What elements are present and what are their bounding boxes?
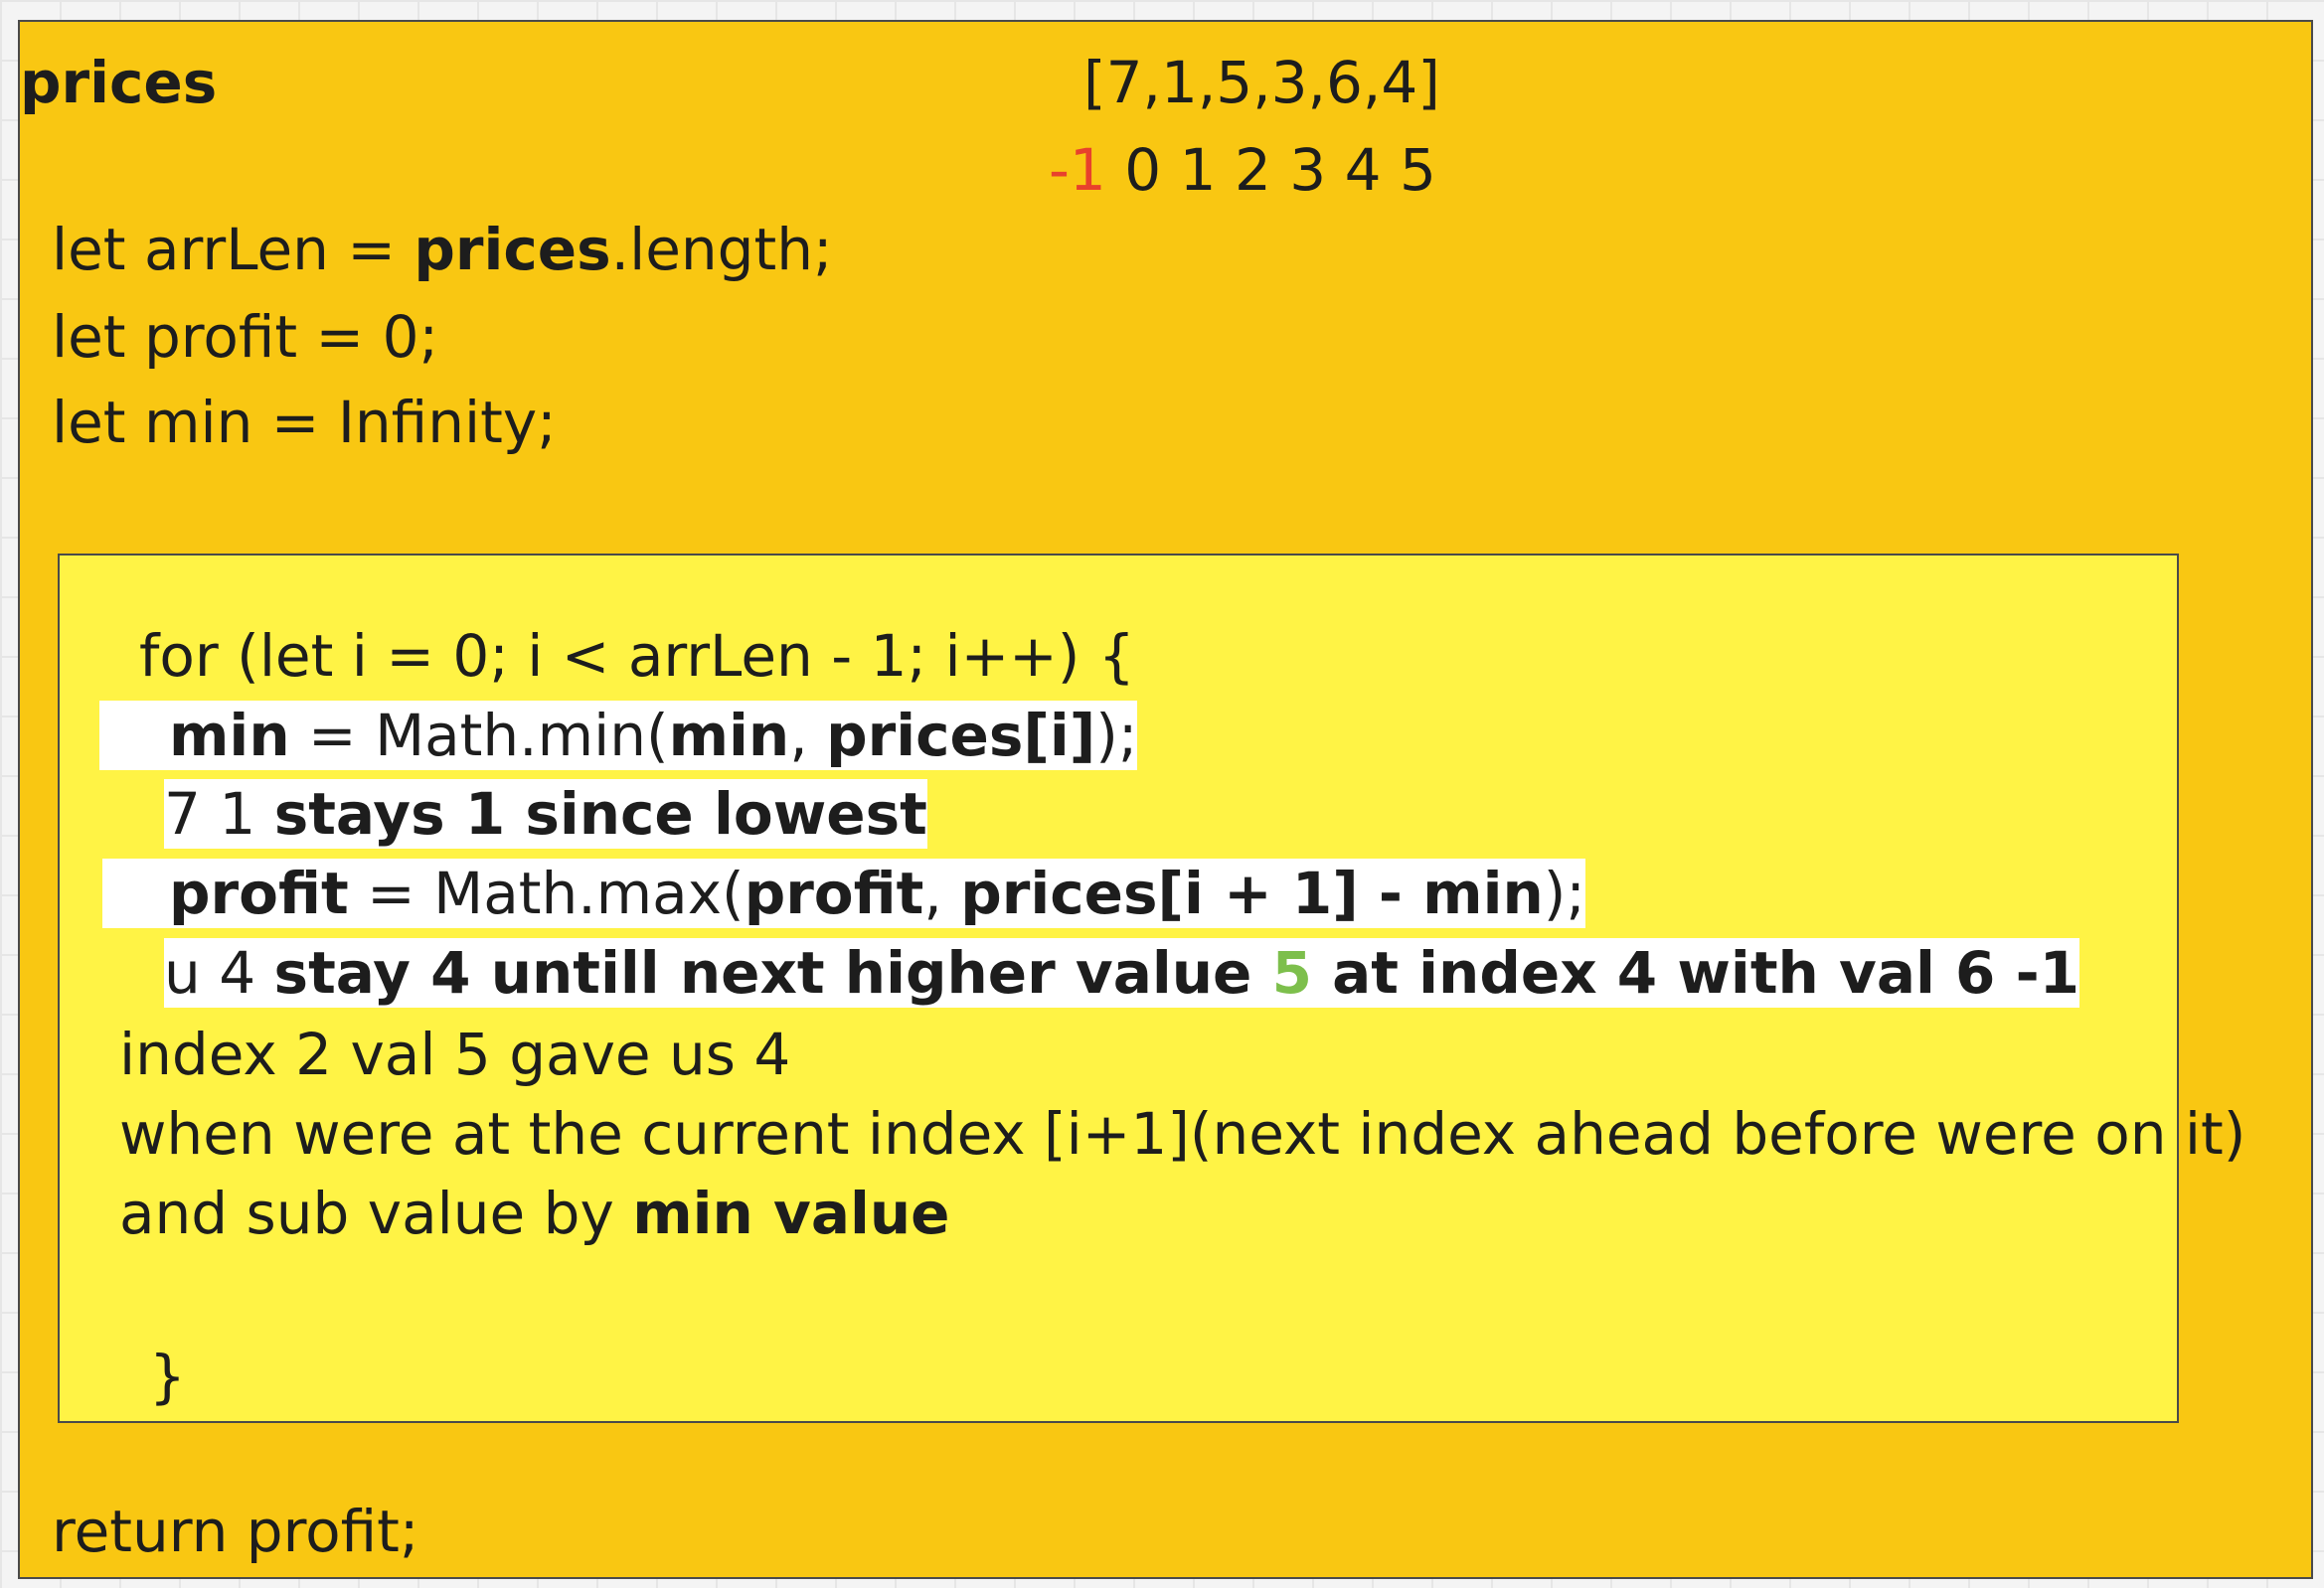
inner-sticky-note-loop[interactable]: for (let i = 0; i < arrLen - 1; i++) { m… (58, 554, 2245, 1423)
prices-array: [7,1,5,3,6,4] (1083, 49, 1440, 116)
profit-note-text: stay 4 untill next higher value (273, 939, 1272, 1007)
loop-closing-brace: } (149, 1343, 186, 1410)
profit-note-values: u 4 (164, 939, 274, 1007)
comment-line-2: when were at the current index [i+1](nex… (119, 1100, 2246, 1168)
index-values: 0 1 2 3 4 5 (1105, 136, 1436, 204)
index-negative-one: -1 (1049, 136, 1106, 204)
comment-line-3-bold: min value (632, 1180, 950, 1247)
min-note-values: 7 1 (164, 780, 274, 848)
profit-arg: profit (744, 860, 924, 927)
prices-next-minus-min-arg: prices[i + 1] - min (960, 860, 1544, 927)
return-statement: return profit; (52, 1498, 419, 1565)
loop-header: for (let i = 0; i < arrLen - 1; i++) { (139, 622, 1135, 690)
profit-declaration: let profit = 0; (52, 303, 439, 371)
comment-line-3: and sub value by min value (119, 1185, 950, 1242)
arrlen-declaration-prices: prices (414, 216, 611, 283)
prices-label: prices (20, 49, 218, 116)
arrlen-declaration: let arrLen = prices.length; (52, 221, 833, 278)
comment-line-3-start: and sub value by (119, 1180, 633, 1247)
min-note-text: stays 1 since lowest (273, 780, 927, 848)
close-paren: ); (1543, 860, 1585, 927)
prices-i-arg: prices[i] (826, 702, 1096, 769)
arrlen-declaration-end: .length; (610, 216, 833, 283)
min-var: min (169, 702, 290, 769)
outer-sticky-note[interactable]: prices [7,1,5,3,6,4] -1 0 1 2 3 4 5 let … (18, 20, 2313, 1579)
profit-note-green-value: 5 (1271, 939, 1312, 1007)
comma: , (789, 702, 827, 769)
math-max-call: = Math.max( (348, 860, 745, 927)
min-note-line: 7 1 stays 1 since lowest (164, 779, 927, 849)
profit-assignment-line: profit = Math.max(profit, prices[i + 1] … (102, 859, 1585, 928)
min-arg: min (668, 702, 790, 769)
profit-note-text-end: at index 4 with val 6 -1 (1311, 939, 2080, 1007)
min-declaration: let min = Infinity; (52, 389, 557, 456)
index-row: -1 0 1 2 3 4 5 (1049, 141, 1436, 199)
profit-var: profit (169, 860, 349, 927)
arrlen-declaration-start: let arrLen = (52, 216, 415, 283)
profit-note-line: u 4 stay 4 untill next higher value 5 at… (164, 938, 2080, 1008)
comma: , (923, 860, 961, 927)
close-paren: ); (1095, 702, 1138, 769)
min-assignment-line: min = Math.min(min, prices[i]); (99, 701, 1138, 770)
comment-line-1: index 2 val 5 gave us 4 (119, 1021, 791, 1088)
math-min-call: = Math.min( (289, 702, 669, 769)
